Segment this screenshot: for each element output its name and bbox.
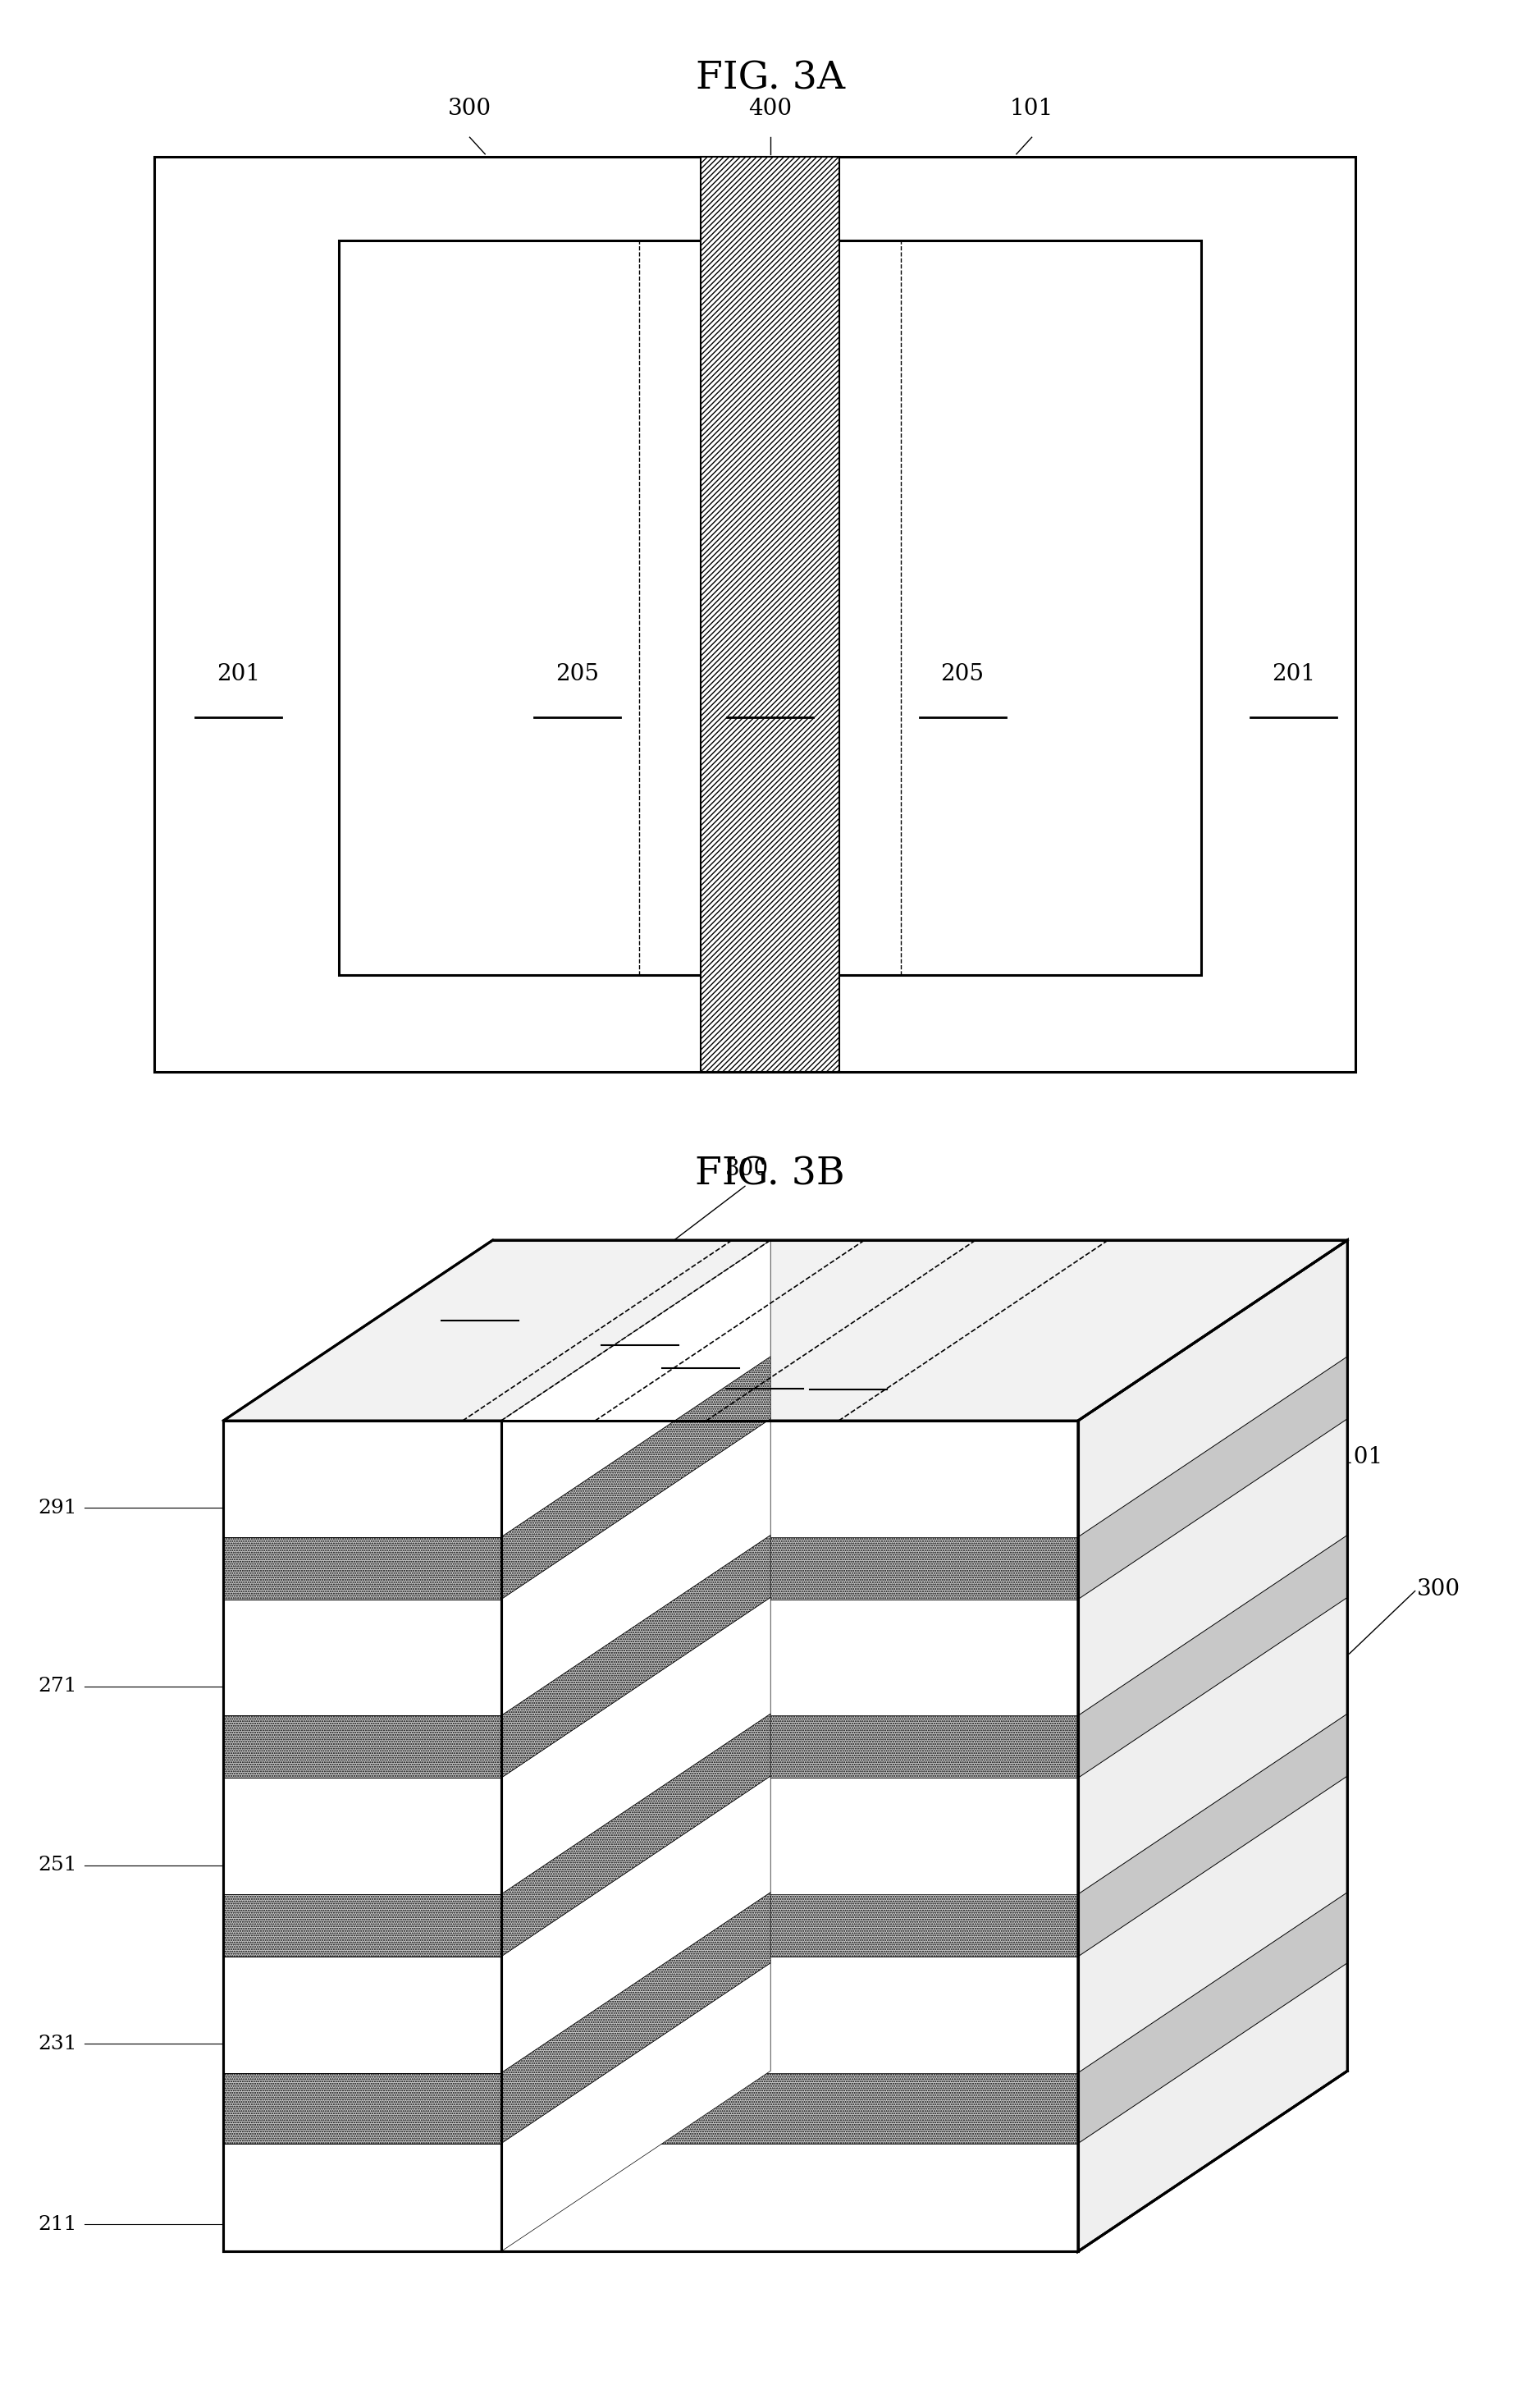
- Polygon shape: [223, 1714, 500, 1777]
- Polygon shape: [500, 2143, 1078, 2251]
- Bar: [339, 241, 1201, 975]
- Polygon shape: [500, 1356, 770, 1599]
- Text: 205: 205: [621, 1310, 659, 1327]
- Text: 300: 300: [1417, 1577, 1460, 1601]
- Polygon shape: [223, 1895, 500, 1958]
- Text: 211: 211: [39, 2215, 77, 2235]
- Polygon shape: [500, 1418, 770, 1714]
- Polygon shape: [500, 2073, 1078, 2143]
- Polygon shape: [223, 1240, 1348, 1421]
- Text: 205: 205: [941, 662, 984, 686]
- Polygon shape: [500, 1536, 1078, 1599]
- Text: 205: 205: [745, 1353, 784, 1373]
- Text: 101: 101: [1010, 96, 1053, 120]
- Text: 300: 300: [448, 96, 491, 120]
- Polygon shape: [500, 1421, 1078, 1536]
- Polygon shape: [500, 1777, 1078, 1895]
- Polygon shape: [223, 2073, 500, 2143]
- Text: 201: 201: [460, 1283, 499, 1303]
- Polygon shape: [500, 1714, 770, 1958]
- Text: 253: 253: [323, 1946, 362, 1965]
- Text: 205: 205: [556, 662, 599, 686]
- Text: FIG. 3B: FIG. 3B: [695, 1156, 845, 1192]
- Polygon shape: [1078, 1534, 1348, 1777]
- Polygon shape: [500, 1597, 770, 1895]
- Bar: [701, 157, 839, 1072]
- Text: 101: 101: [1340, 1445, 1383, 1469]
- Polygon shape: [223, 1421, 500, 2251]
- Polygon shape: [500, 1240, 770, 1536]
- Text: 201: 201: [217, 662, 260, 686]
- Text: 293: 293: [323, 1905, 362, 1924]
- Polygon shape: [500, 1534, 770, 1777]
- Polygon shape: [500, 1777, 770, 2073]
- Text: 400: 400: [748, 96, 792, 120]
- Text: 201: 201: [1272, 662, 1315, 686]
- Text: FIG. 3A: FIG. 3A: [696, 60, 844, 96]
- Text: 201: 201: [829, 1397, 867, 1416]
- Text: 291: 291: [39, 1498, 77, 1517]
- Polygon shape: [1078, 1714, 1348, 1958]
- Polygon shape: [1078, 1240, 1348, 2251]
- Polygon shape: [223, 1777, 500, 1895]
- Polygon shape: [1078, 1356, 1348, 1599]
- Bar: [154, 157, 1355, 1072]
- Polygon shape: [500, 1895, 1078, 1958]
- Text: 213: 213: [370, 2028, 408, 2047]
- Polygon shape: [500, 1421, 1078, 2251]
- Polygon shape: [223, 1958, 500, 2073]
- Polygon shape: [1078, 1893, 1348, 2143]
- Polygon shape: [223, 1536, 500, 1599]
- Text: 203: 203: [748, 662, 792, 686]
- Polygon shape: [500, 1958, 1078, 2073]
- Polygon shape: [223, 2071, 1348, 2251]
- Polygon shape: [500, 1893, 770, 2143]
- Text: 251: 251: [39, 1857, 77, 1873]
- Text: 271: 271: [39, 1676, 77, 1695]
- Text: 300: 300: [725, 1158, 768, 1180]
- Polygon shape: [223, 1599, 500, 1714]
- Polygon shape: [500, 1714, 1078, 1777]
- Text: 505: 505: [323, 1987, 362, 2006]
- Polygon shape: [500, 1599, 1078, 1714]
- Polygon shape: [223, 2143, 500, 2251]
- Text: 231: 231: [39, 2035, 77, 2054]
- Text: 203: 203: [682, 1332, 721, 1351]
- Polygon shape: [500, 1963, 770, 2251]
- Polygon shape: [223, 1421, 500, 1536]
